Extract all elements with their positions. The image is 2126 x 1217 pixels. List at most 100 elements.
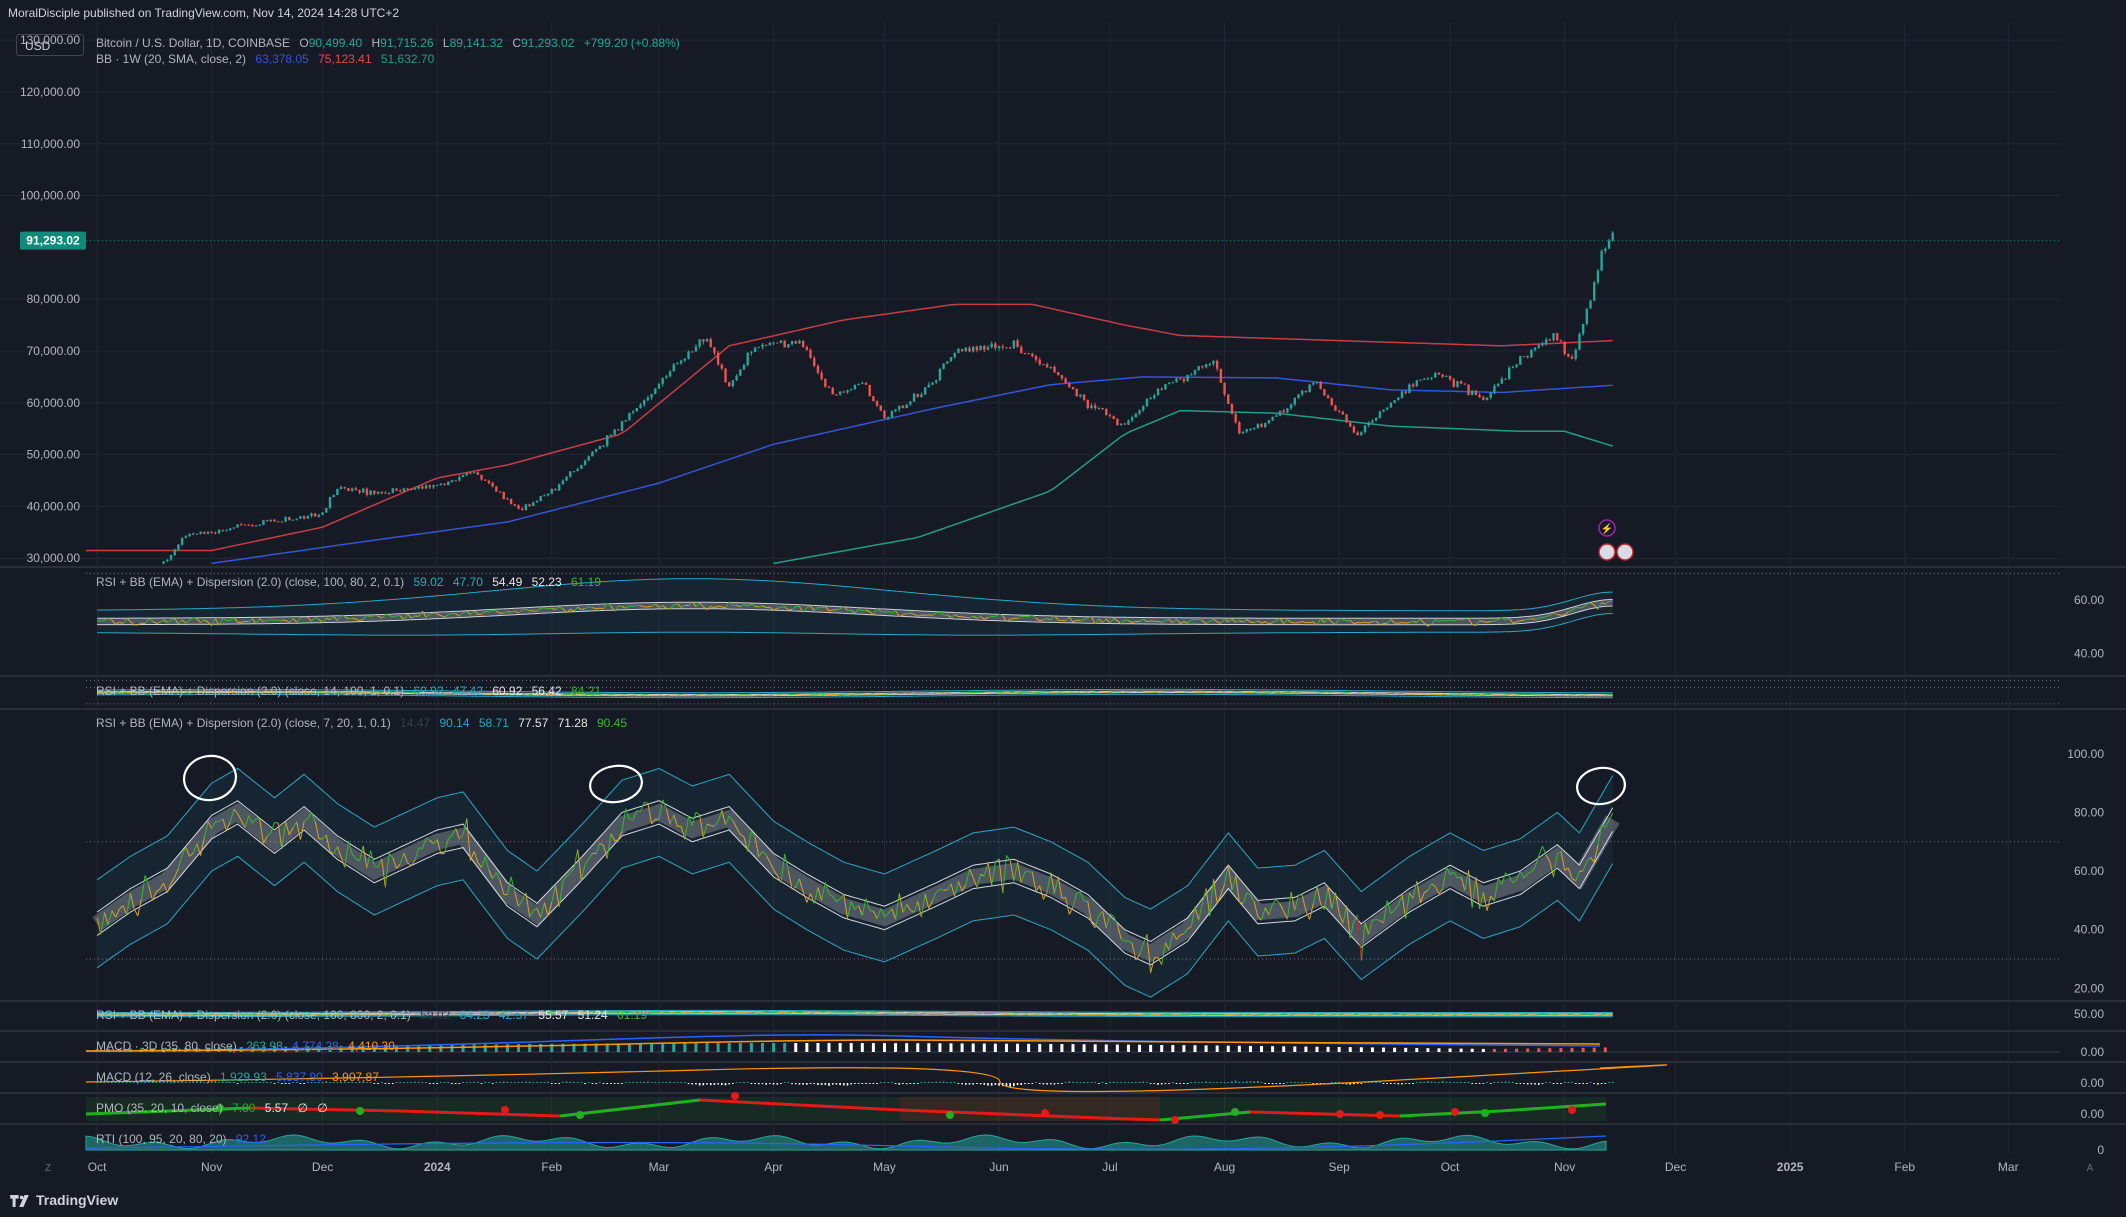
rsi-segment [1505,617,1510,621]
x-tick-label: Jun [989,1160,1008,1174]
rsi-segment [858,608,863,612]
macd2-bar [624,1082,627,1083]
rsi-segment [152,891,157,901]
macd2-bar [218,1082,220,1083]
rsi-segment [762,850,767,856]
candle-body [1389,402,1393,408]
macd2-bar [502,1081,505,1083]
rsi-segment [1475,620,1481,626]
rsi-segment [344,1013,349,1015]
candle-body [661,377,664,384]
rsi-segment [366,614,371,618]
macd2-bar [887,1082,889,1083]
tradingview-brand[interactable]: TradingView [10,1192,118,1208]
rsi-segment [148,618,153,622]
macd2-bar [221,1081,224,1083]
rsi-segment [828,609,833,612]
rsi-segment [884,913,889,918]
rsi-segment [1342,1013,1347,1016]
rsi-segment [1416,881,1421,903]
rsi-segment [706,694,711,696]
macd2-bar [203,1082,206,1083]
rsi3-rsi-line [96,799,1614,973]
rsi-segment [1172,690,1177,693]
rsi-segment [1168,932,1174,951]
macd2-bar [480,1083,483,1084]
candle-body [1264,423,1267,428]
macd2-bar [783,1082,786,1083]
macd2-bar [266,1082,268,1083]
candle-body [1548,339,1552,341]
macd2-bar [111,1081,113,1083]
macd2-bar [883,1082,886,1083]
rsi-segment [825,1012,830,1014]
rsi-segment [850,609,856,614]
rsi-segment [1006,618,1011,623]
rsi-segment [226,691,231,693]
rsi-segment [984,616,989,620]
currency-selector[interactable]: USD [16,34,84,56]
rsi-segment [847,901,852,919]
macd2-bar [635,1082,638,1083]
macd2-bar [1112,1081,1115,1083]
macd-bar [1426,1048,1430,1052]
macd2-bar [562,1081,564,1083]
candle-body [1341,411,1345,415]
macd2-bar [225,1081,228,1083]
candle-body [1001,346,1004,348]
macd2-bar [1345,1083,1348,1085]
rsi-segment [1323,886,1329,910]
rsi-segment [1398,622,1403,624]
candle-body [635,407,638,412]
macd2-bar [1038,1083,1041,1084]
rsi-segment [1154,956,1159,959]
event-lightning-icon [1598,519,1616,537]
rsi-segment [998,613,1004,617]
candle-body [1068,383,1071,388]
rsi-segment [1206,691,1210,693]
rsi-segment [1010,617,1015,620]
rsi-segment [632,694,637,697]
publish-caption: MoralDisciple published on TradingView.c… [8,6,399,20]
rsi-segment [1272,691,1277,694]
rsi-segment [496,1012,501,1015]
macd2-bar [724,1083,727,1086]
rsi-segment [1449,871,1455,875]
rsi-segment [1283,691,1288,694]
rsi-segment [1597,602,1603,610]
macd2-bar [1604,1083,1607,1084]
rsi-segment [851,693,855,696]
rsi-segment [906,904,911,911]
rsi-segment [1091,691,1096,693]
candle-body [846,390,849,393]
symbol-title: Bitcoin / U.S. Dollar, 1D, COINBASE [96,36,291,50]
candle-body [1271,416,1274,421]
macd2-bar [292,1082,294,1083]
macd2-bar [998,1083,1000,1086]
rsi-segment [148,886,153,901]
candle-body [1278,410,1282,416]
rsi-segment [913,692,918,695]
rsi-segment [384,853,390,888]
rsi-segment [1117,620,1122,625]
rsi3-tick-label: 60.00 [2074,864,2104,878]
macd-bar [528,1044,532,1052]
candle-body [979,346,982,351]
macd2-bar [691,1083,694,1085]
rsi-segment [965,868,970,885]
candle-body [1422,378,1426,380]
rsi-segment [352,617,357,620]
rsi-segment [1286,892,1292,920]
rsi-segment [1490,895,1495,902]
rsi-segment [1087,616,1092,619]
macd2-bar [573,1081,575,1083]
rsi-segment [311,691,316,693]
rsi-segment [1095,690,1099,693]
rsi3-band-fill [97,768,1613,998]
candle-body [783,340,786,348]
candle-body [1371,420,1374,423]
candle-body [1156,388,1160,396]
macd2-bar [972,1083,974,1085]
rsi-segment [895,692,900,695]
